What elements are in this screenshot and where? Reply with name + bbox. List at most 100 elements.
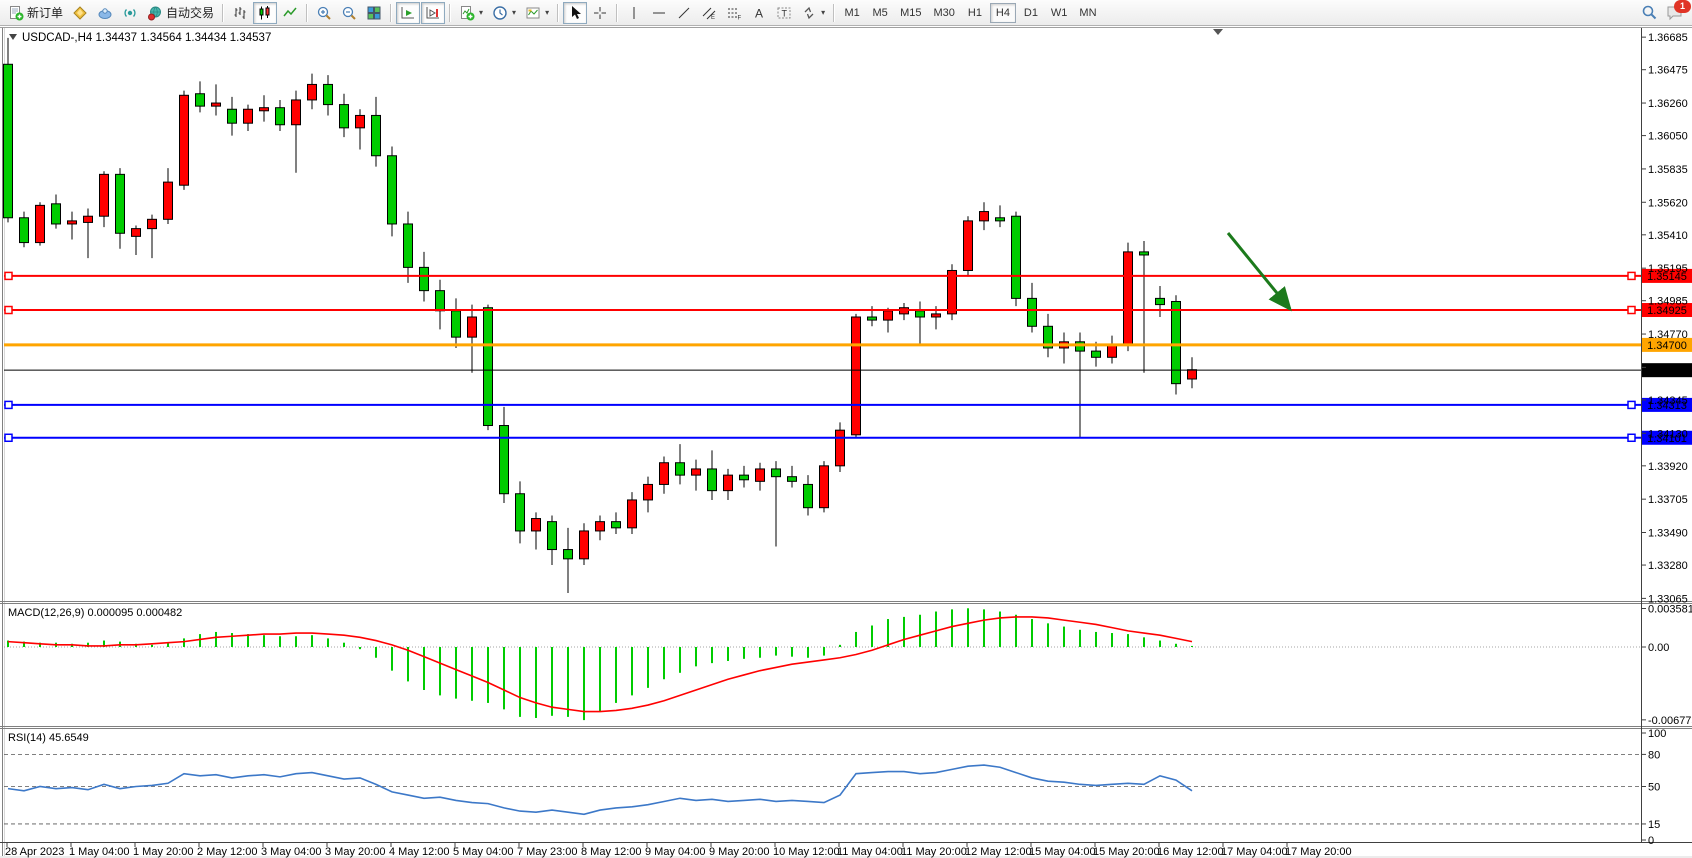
timeframe-button-W1[interactable]: W1 [1050,6,1068,19]
timeframe-button-H4[interactable]: H4 [989,2,1016,23]
line-handle[interactable] [4,433,13,443]
crosshair-button[interactable] [588,2,612,24]
auto-scroll-button[interactable] [396,1,421,24]
indicators-button[interactable]: ▾ [455,2,487,24]
svg-text:1.34313: 1.34313 [1647,400,1687,412]
collapse-triangle-icon[interactable] [9,34,17,40]
chart-shift-button[interactable] [421,1,446,24]
candle [83,215,93,223]
market-watch-button[interactable] [68,2,92,24]
horizontal-price-lines[interactable]: 1.35145 1.34925 1.34700 1.34313 1.34101 1.345… [4,268,1692,445]
community-button[interactable] [93,2,117,24]
timeframe-button-M5[interactable]: M5 [872,6,888,19]
notification-badge: 1 [1674,0,1691,13]
horizontal-line-1.34925[interactable] [4,305,1641,315]
candle [307,83,317,101]
time-axis-labels: 28 Apr 2023 1 May 04:00 1 May 20:00 2 May 1… [5,842,1352,858]
community-cloud-icon [98,7,112,19]
candle [499,425,509,495]
candle [835,429,845,467]
horizontal-line-1.35145[interactable] [4,271,1641,281]
horizontal-line-1.34101[interactable] [4,433,1641,443]
candle [371,114,381,157]
svg-text:1.33065: 1.33065 [1648,593,1688,605]
search-button[interactable] [1637,2,1662,24]
green-arrow-annotation[interactable] [1226,232,1292,312]
timeframe-button-M1[interactable]: M1 [844,6,860,19]
svg-text:2 May 12:00: 2 May 12:00 [197,846,258,858]
auto-trading-button[interactable]: 自动交易 [143,2,218,24]
candle [963,220,973,271]
line-handle[interactable] [1627,400,1636,410]
timeframe-button-MN[interactable]: MN [1079,6,1097,19]
channel-tool-button[interactable]: E [697,2,721,24]
candle [1123,251,1133,346]
candle [547,521,557,551]
price-line-label [1642,337,1692,352]
candle [1091,350,1101,358]
line-handle[interactable] [4,305,13,315]
price-line-label [1642,430,1692,445]
ohlc-bars-icon [234,6,246,19]
line-handle[interactable] [4,271,13,281]
signals-button[interactable] [118,2,142,24]
svg-text:-0.006775: -0.006775 [1648,715,1692,727]
zoom-in-button[interactable] [312,2,336,24]
svg-text:8 May 12:00: 8 May 12:00 [581,846,642,858]
timeframe-button-D1[interactable]: D1 [1023,6,1038,19]
svg-text:4 May 12:00: 4 May 12:00 [389,846,450,858]
line-chart-mode-button[interactable] [278,2,302,24]
new-order-button[interactable]: 新订单 [4,2,67,24]
chart-shift-marker-icon[interactable] [1213,29,1223,35]
text-tool-button[interactable]: A [747,2,771,24]
svg-text:1.34555: 1.34555 [1648,362,1688,374]
vertical-line-tool-button[interactable] [622,2,646,24]
text-label-tool-button[interactable]: T [772,2,796,24]
macd-splitter[interactable] [0,601,1692,602]
candlestick-mode-button[interactable] [253,1,278,24]
timeframe-button-M30[interactable]: M30 [933,6,955,19]
rsi-splitter[interactable] [0,726,1692,727]
arrow-annotation[interactable] [1226,232,1292,312]
zoom-out-icon [342,6,356,20]
text-icon: A [755,6,763,20]
svg-text:0.003581: 0.003581 [1648,603,1692,615]
line-handle[interactable] [4,400,13,410]
bar-chart-mode-button[interactable] [228,2,252,24]
timeframe-button-H1[interactable]: H1 [967,6,982,19]
line-handle[interactable] [1627,433,1636,443]
line-handle[interactable] [1627,305,1636,315]
rsi-splitter[interactable] [0,728,1692,729]
candle [675,462,685,476]
candle [803,483,813,509]
templates-button[interactable]: ▾ [521,2,553,24]
horizontal-line-1.34313[interactable] [4,400,1641,410]
candle [819,465,829,509]
tile-windows-button[interactable] [362,2,386,24]
arrows-tool-button[interactable]: ▾ [797,2,829,24]
periods-button[interactable]: ▾ [488,2,520,24]
svg-text:17 May 04:00: 17 May 04:00 [1221,846,1288,858]
horizontal-line-icon [653,12,666,13]
macd-splitter[interactable] [0,603,1692,604]
zoom-out-button[interactable] [337,2,361,24]
svg-text:1.35835: 1.35835 [1648,164,1688,176]
svg-text:1.34101: 1.34101 [1647,433,1687,445]
svg-text:7 May 23:00: 7 May 23:00 [517,846,578,858]
toolbar-separator [449,3,452,22]
trendline-icon [678,7,690,18]
line-handle[interactable] [1627,271,1636,281]
candle [723,474,733,492]
candle [147,218,157,230]
price-line-label [1642,363,1692,378]
trendline-tool-button[interactable] [672,2,696,24]
line-chart-icon [283,7,297,16]
fibonacci-tool-button[interactable]: F [722,2,746,24]
svg-text:16 May 12:00: 16 May 12:00 [1157,846,1224,858]
cursor-button[interactable] [563,1,588,24]
horizontal-line-tool-button[interactable] [647,2,671,24]
candle [1011,215,1021,299]
dropdown-caret-icon: ▾ [512,8,517,17]
timeframe-button-M15[interactable]: M15 [900,6,922,19]
